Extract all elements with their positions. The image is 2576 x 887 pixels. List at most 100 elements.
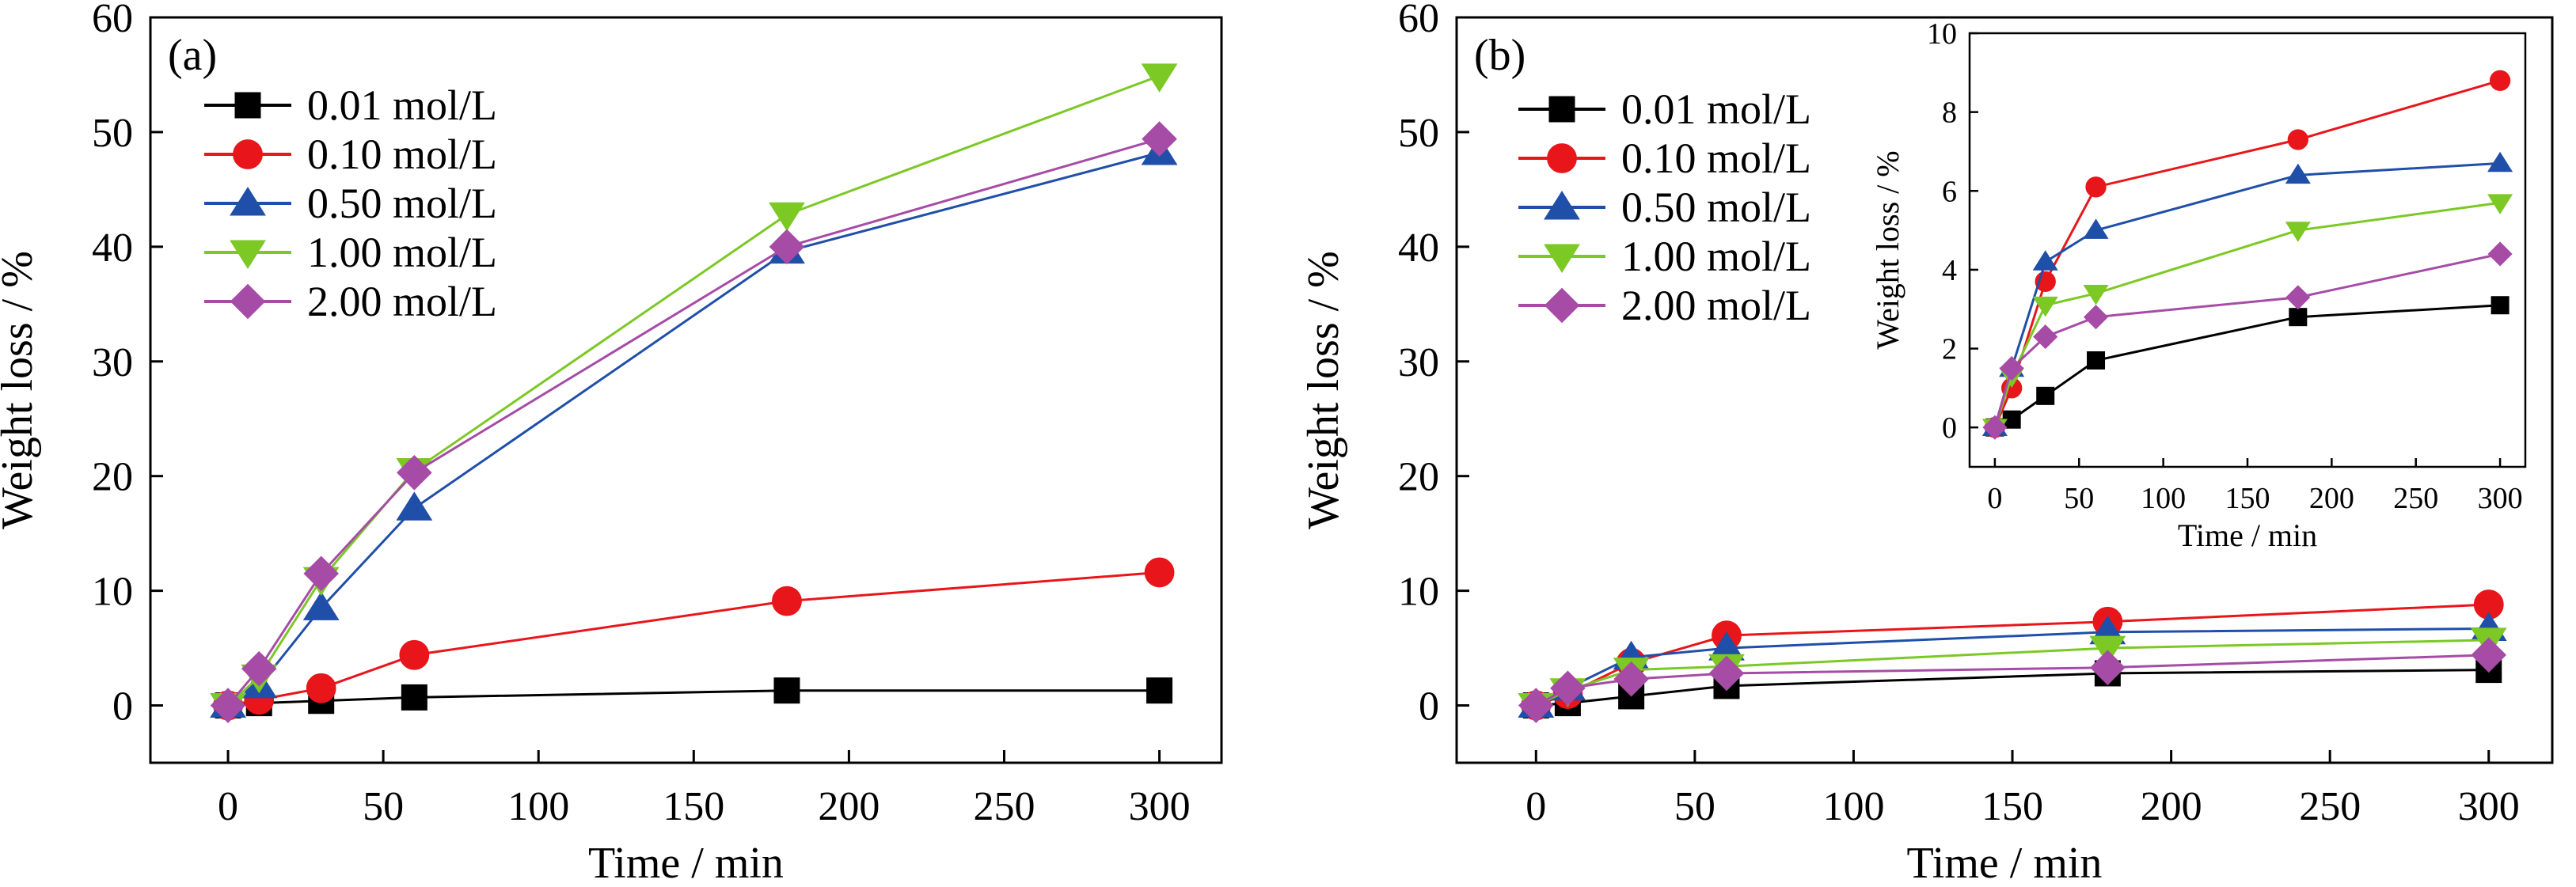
series-2-00-mol-L bbox=[1518, 637, 2507, 723]
data-point bbox=[2083, 218, 2109, 239]
x-tick-label: 100 bbox=[1822, 784, 1884, 829]
y-tick-label: 4 bbox=[1942, 254, 1957, 287]
legend-entry: 0.01 mol/L bbox=[204, 81, 497, 129]
x-tick-label: 300 bbox=[1129, 784, 1191, 829]
x-tick-label: 300 bbox=[2458, 784, 2520, 829]
series-line bbox=[227, 689, 1160, 707]
y-tick-label: 20 bbox=[92, 455, 133, 500]
series-0-10-mol-L bbox=[213, 557, 1175, 721]
data-point bbox=[2487, 194, 2513, 214]
y-tick-label: 30 bbox=[92, 340, 133, 385]
panel-label: (a) bbox=[168, 31, 217, 80]
x-axis-title: Time / min bbox=[2178, 517, 2317, 553]
plot-frame bbox=[1455, 16, 2554, 764]
data-point bbox=[241, 650, 277, 687]
legend-marker bbox=[1544, 287, 1580, 324]
data-point bbox=[773, 677, 800, 704]
series-1-00-mol-L bbox=[1518, 627, 2507, 722]
y-tick-label: 20 bbox=[1398, 455, 1439, 500]
x-tick-label: 150 bbox=[1981, 784, 2043, 829]
series-line bbox=[1993, 252, 2501, 428]
data-point bbox=[2083, 305, 2109, 330]
x-axis-title: Time / min bbox=[1907, 839, 2103, 887]
legend-marker bbox=[1547, 143, 1577, 173]
legend-entry: 1.00 mol/L bbox=[1518, 233, 1811, 280]
data-point bbox=[772, 586, 802, 616]
data-point bbox=[1708, 655, 1745, 692]
data-point bbox=[2289, 308, 2308, 327]
x-tick-label: 250 bbox=[2393, 482, 2438, 515]
y-tick-label: 6 bbox=[1942, 175, 1957, 208]
data-point bbox=[1146, 677, 1173, 704]
y-axis-title: Weight loss / % bbox=[0, 251, 42, 529]
plot-frame bbox=[149, 16, 1223, 764]
data-point bbox=[2285, 163, 2311, 184]
data-point bbox=[2033, 324, 2058, 350]
data-point bbox=[2285, 285, 2311, 310]
data-point bbox=[399, 639, 430, 670]
data-point bbox=[2487, 241, 2513, 267]
x-tick-label: 100 bbox=[507, 784, 569, 829]
data-point bbox=[1142, 121, 1177, 157]
data-point bbox=[2032, 250, 2058, 271]
legend-marker bbox=[230, 283, 266, 320]
data-point bbox=[2032, 296, 2058, 317]
data-point bbox=[1144, 557, 1175, 588]
x-tick-label: 200 bbox=[2141, 784, 2202, 829]
y-tick-label: 40 bbox=[92, 226, 133, 271]
x-tick-label: 50 bbox=[2064, 482, 2094, 515]
legend-marker bbox=[1548, 96, 1575, 123]
legend-marker bbox=[233, 139, 263, 169]
data-point bbox=[303, 555, 340, 592]
legend-entry: 0.01 mol/L bbox=[1518, 85, 1811, 133]
series-0-10-mol-L bbox=[1521, 589, 2504, 721]
y-tick-label: 40 bbox=[1398, 226, 1439, 271]
y-tick-label: 0 bbox=[1942, 411, 1957, 445]
y-axis-title: Weight loss / % bbox=[1870, 150, 1905, 349]
legend-marker bbox=[230, 187, 266, 216]
legend-entry: 2.00 mol/L bbox=[1518, 282, 1811, 329]
data-point bbox=[2285, 222, 2311, 242]
x-tick-label: 200 bbox=[818, 784, 880, 829]
data-point bbox=[2471, 637, 2507, 673]
chart-panel-a: 0 50 100 150 200 250 300 0 10 20 30 40 50 60 Time / mi… bbox=[0, 0, 1223, 887]
x-tick-label: 50 bbox=[1674, 784, 1715, 829]
data-point bbox=[2489, 70, 2511, 91]
series-line bbox=[1535, 654, 2489, 707]
x-axis-title: Time / min bbox=[588, 839, 784, 887]
data-point bbox=[769, 202, 805, 232]
legend-entry: 0.50 mol/L bbox=[204, 180, 497, 227]
y-tick-label: 10 bbox=[1398, 570, 1439, 615]
y-tick-label: 0 bbox=[1419, 684, 1439, 730]
data-point bbox=[396, 491, 433, 521]
legend-entry: 1.00 mol/L bbox=[204, 229, 497, 276]
data-point bbox=[2036, 386, 2055, 405]
y-tick-label: 2 bbox=[1942, 333, 1957, 366]
data-point bbox=[1141, 63, 1178, 93]
x-tick-label: 100 bbox=[2141, 482, 2186, 515]
legend-label: 0.50 mol/L bbox=[307, 180, 497, 227]
y-tick-label: 50 bbox=[1398, 111, 1439, 156]
data-point bbox=[1982, 415, 2008, 440]
y-tick-label: 10 bbox=[1927, 17, 1957, 51]
x-tick-label: 250 bbox=[2299, 784, 2361, 829]
panel-label: (b) bbox=[1474, 31, 1525, 80]
chart-inset: 0 50 100 150 200 250 300 0 2 4 6 8 10 Time / min Weigh… bbox=[1870, 17, 2527, 553]
legend-marker bbox=[234, 92, 261, 119]
data-point bbox=[2085, 176, 2107, 198]
y-tick-label: 50 bbox=[92, 111, 133, 156]
legend-marker bbox=[1544, 244, 1580, 273]
data-point bbox=[2287, 129, 2308, 150]
data-point bbox=[2090, 650, 2126, 686]
series-line bbox=[227, 570, 1160, 707]
data-point bbox=[2487, 151, 2513, 172]
y-tick-label: 60 bbox=[92, 0, 133, 41]
data-point bbox=[1613, 661, 1649, 697]
legend-label: 0.10 mol/L bbox=[1621, 135, 1811, 182]
x-tick-label: 300 bbox=[2478, 482, 2523, 515]
legend-label: 0.50 mol/L bbox=[1621, 184, 1811, 231]
data-point bbox=[1518, 688, 1554, 723]
x-tick-label: 150 bbox=[663, 784, 724, 829]
